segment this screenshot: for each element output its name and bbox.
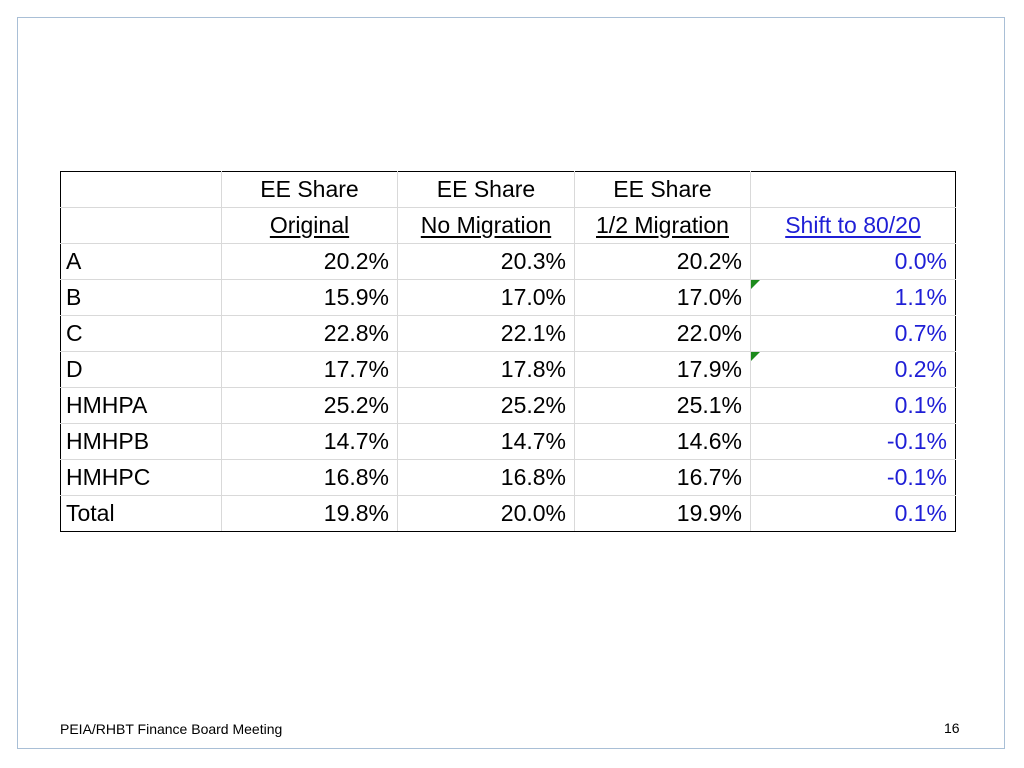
table-row: HMHPC 16.8% 16.8% 16.7% -0.1% [60, 459, 956, 496]
cell-no-migration: 17.8% [397, 351, 575, 388]
cell-shift: 0.1% [750, 387, 956, 424]
cell-no-migration: 14.7% [397, 423, 575, 460]
cell-half-migration: 16.7% [574, 459, 751, 496]
header-shift-empty [750, 171, 956, 208]
table-row: A 20.2% 20.3% 20.2% 0.0% [60, 243, 956, 280]
header-half-migration-label: 1/2 Migration [596, 212, 729, 238]
cell-original: 25.2% [221, 387, 398, 424]
header-ee-share-no-migration: EE Share [397, 171, 575, 208]
total-row: Total 19.8% 20.0% 19.9% 0.1% [60, 495, 956, 532]
header-cell-empty [60, 171, 222, 208]
cell-no-migration: 16.8% [397, 459, 575, 496]
cell-half-migration: 22.0% [574, 315, 751, 352]
table-row: B 15.9% 17.0% 17.0% 1.1% [60, 279, 956, 316]
cell-shift-value: 1.1% [894, 284, 947, 310]
header-row-1: EE Share EE Share EE Share [60, 171, 956, 208]
header-shift: Shift to 80/20 [750, 207, 956, 244]
header-no-migration-label: No Migration [420, 212, 552, 238]
row-label: HMHPC [60, 459, 222, 496]
cell-half-migration: 20.2% [574, 243, 751, 280]
cell-shift: -0.1% [750, 459, 956, 496]
header-original: Original [221, 207, 398, 244]
cell-half-migration: 25.1% [574, 387, 751, 424]
page-number: 16 [944, 720, 960, 736]
header-ee-share-original: EE Share [221, 171, 398, 208]
cell-original: 16.8% [221, 459, 398, 496]
cell-original: 15.9% [221, 279, 398, 316]
cell-shift: -0.1% [750, 423, 956, 460]
comment-flag-icon[interactable] [751, 352, 760, 361]
header-row-2: Original No Migration 1/2 Migration Shif… [60, 207, 956, 244]
cell-no-migration: 22.1% [397, 315, 575, 352]
cell-shift: 1.1% [750, 279, 956, 316]
header-cell-empty [60, 207, 222, 244]
row-label: Total [60, 495, 222, 532]
cell-no-migration: 20.3% [397, 243, 575, 280]
header-ee-share-half-migration: EE Share [574, 171, 751, 208]
cell-half-migration: 14.6% [574, 423, 751, 460]
comment-flag-icon[interactable] [751, 280, 760, 289]
cell-original: 17.7% [221, 351, 398, 388]
cell-original: 19.8% [221, 495, 398, 532]
cell-no-migration: 25.2% [397, 387, 575, 424]
header-original-label: Original [269, 212, 350, 238]
cell-no-migration: 20.0% [397, 495, 575, 532]
row-label: A [60, 243, 222, 280]
row-label: C [60, 315, 222, 352]
header-no-migration: No Migration [397, 207, 575, 244]
cell-shift: 0.0% [750, 243, 956, 280]
cell-half-migration: 19.9% [574, 495, 751, 532]
ee-share-table: EE Share EE Share EE Share Original No M… [60, 171, 956, 532]
table-row: C 22.8% 22.1% 22.0% 0.7% [60, 315, 956, 352]
cell-shift: 0.2% [750, 351, 956, 388]
table-row: HMHPB 14.7% 14.7% 14.6% -0.1% [60, 423, 956, 460]
cell-half-migration: 17.9% [574, 351, 751, 388]
table-row: D 17.7% 17.8% 17.9% 0.2% [60, 351, 956, 388]
cell-shift-value: 0.2% [894, 356, 947, 382]
table-row: HMHPA 25.2% 25.2% 25.1% 0.1% [60, 387, 956, 424]
cell-half-migration: 17.0% [574, 279, 751, 316]
slide-frame [17, 17, 1005, 749]
cell-original: 14.7% [221, 423, 398, 460]
header-shift-label: Shift to 80/20 [785, 212, 921, 238]
row-label: B [60, 279, 222, 316]
cell-shift: 0.7% [750, 315, 956, 352]
cell-shift: 0.1% [750, 495, 956, 532]
header-half-migration: 1/2 Migration [574, 207, 751, 244]
cell-no-migration: 17.0% [397, 279, 575, 316]
cell-original: 20.2% [221, 243, 398, 280]
footer-title: PEIA/RHBT Finance Board Meeting [60, 721, 283, 737]
row-label: HMHPB [60, 423, 222, 460]
row-label: D [60, 351, 222, 388]
cell-original: 22.8% [221, 315, 398, 352]
row-label: HMHPA [60, 387, 222, 424]
